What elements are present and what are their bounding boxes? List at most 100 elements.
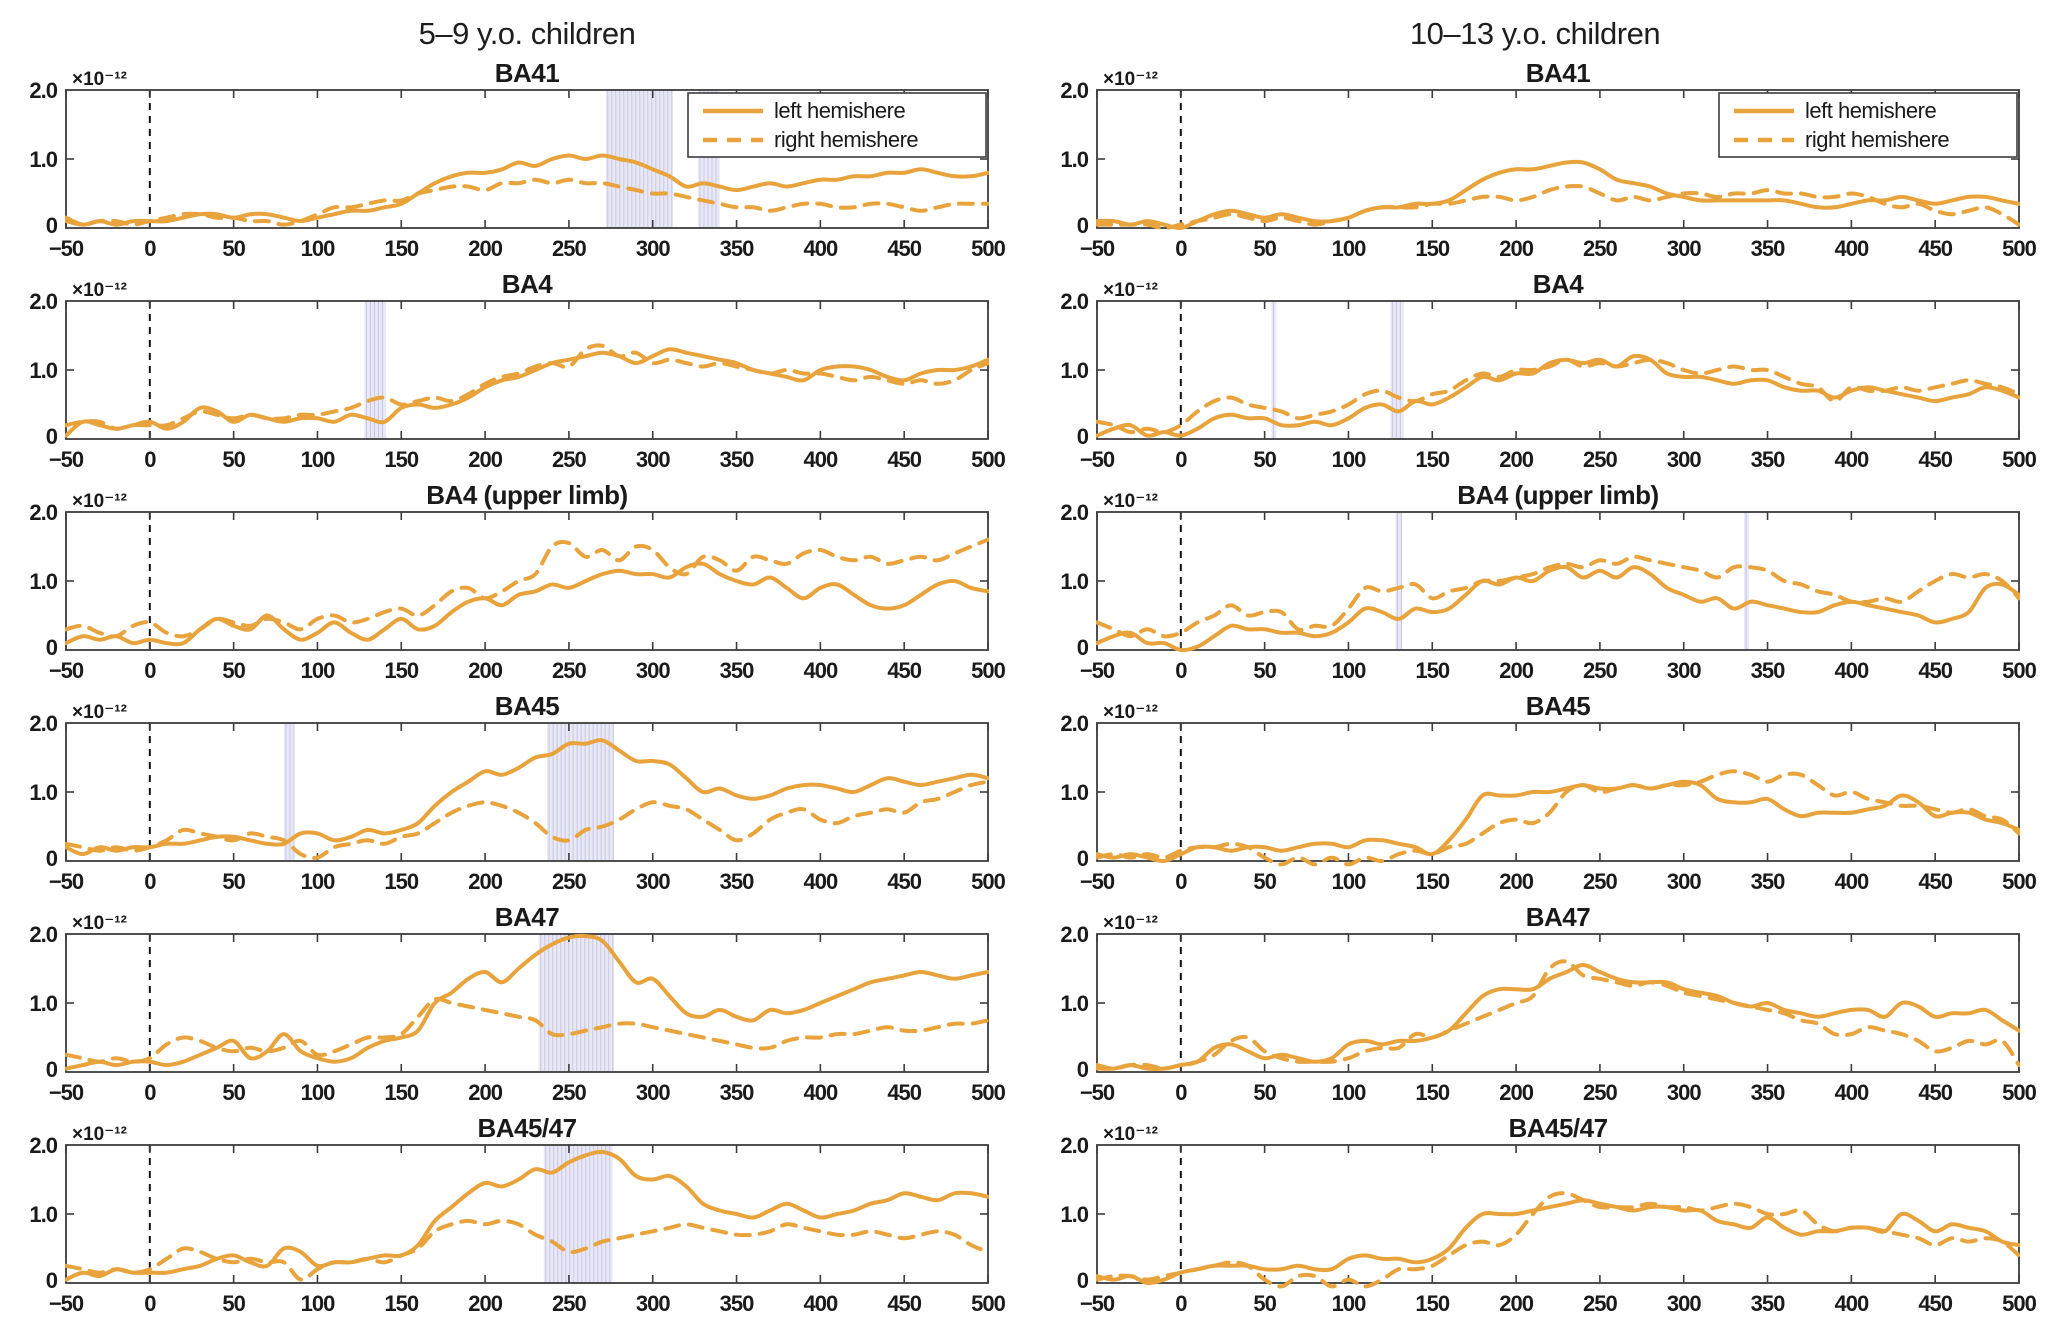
y-tick-label: 1.0 [29, 780, 57, 805]
y-tick-label: 1.0 [1060, 1202, 1088, 1227]
x-tick-label: 500 [2002, 447, 2036, 472]
x-tick-label: 150 [1415, 447, 1449, 472]
x-tick-label: 100 [1332, 447, 1366, 472]
x-tick-label: 150 [1415, 658, 1449, 683]
x-tick-label: 400 [1835, 447, 1869, 472]
x-tick-label: 150 [384, 236, 418, 261]
right-hemisphere-curve [65, 996, 989, 1064]
axis-ticks [1096, 1145, 2020, 1283]
axis-box [65, 511, 989, 651]
x-tick-label: 250 [1583, 1080, 1617, 1105]
axis-ticks [1096, 512, 2020, 650]
x-tick-label: 500 [971, 869, 1005, 894]
subplot-ba47-right: BA47 ×10⁻¹² 2.0 1.0 0 −50 0 50 100 150 200 250 300 35… [1031, 906, 2062, 1117]
x-tick-label: 400 [804, 447, 838, 472]
legend-label-right-hemisphere: right hemishere [1805, 127, 1949, 152]
x-tick-label: 500 [2002, 1080, 2036, 1105]
x-tick-label: 50 [222, 1291, 245, 1316]
x-tick-label: 0 [144, 1291, 156, 1316]
x-tick-label: 350 [1751, 869, 1785, 894]
axis-ticks [1096, 301, 2020, 439]
chart-svg: BA45×10⁻¹²2.01.00−50 0 50 100 150 200 250 300 35… [1060, 695, 2037, 894]
right-hemisphere-curve [1096, 357, 2020, 435]
axis-ticks [65, 723, 989, 861]
left-hemisphere-curve [1096, 564, 2020, 653]
x-tick-label: 450 [1918, 869, 1952, 894]
x-tick-label: 100 [301, 1080, 335, 1105]
y-tick-label: 1.0 [1060, 358, 1088, 383]
y-tick-label: 2.0 [1060, 711, 1088, 736]
axis-box [1096, 1144, 2020, 1284]
y-axis-multiplier: ×10⁻¹² [72, 491, 127, 512]
subplot-ba4-left: BA4 ×10⁻¹² 2.0 1.0 0 −50 0 50 100 150 200 250 300 350… [0, 273, 1031, 484]
subplot-grid: BA41 ×10⁻¹² 2.0 1.0 0 −50 0 50 100 150 200 250 300 35… [0, 62, 2062, 1328]
y-tick-label: 2.0 [1060, 500, 1088, 525]
y-tick-label: 0 [1077, 635, 1089, 660]
subplot-ba47-left: BA47 ×10⁻¹² 2.0 1.0 0 −50 0 50 100 150 200 250 300 35… [0, 906, 1031, 1117]
x-tick-label: 200 [468, 658, 502, 683]
x-tick-label: 300 [636, 869, 670, 894]
y-tick-label: 1.0 [29, 991, 57, 1016]
x-tick-label: 0 [144, 236, 156, 261]
y-tick-label: 1.0 [29, 358, 57, 383]
x-tick-label: 200 [1499, 447, 1533, 472]
right-hemisphere-curve [65, 779, 989, 860]
x-tick-label: 100 [301, 447, 335, 472]
chart-svg: BA45/47×10⁻¹²2.01.00−50 0 50 100 150 200 250 30… [1060, 1117, 2037, 1316]
left-hemisphere-curve [65, 738, 989, 857]
left-hemisphere-curve [1096, 962, 2020, 1071]
legend: left hemishere right hemishere [687, 92, 987, 158]
chart-svg: BA4×10⁻¹²2.01.00−50 0 50 100 150 200 250 300 350… [1060, 273, 2037, 472]
highlight-band [1395, 512, 1403, 650]
subplot-title: BA4 [502, 273, 554, 299]
x-tick-label: −50 [1080, 869, 1115, 894]
y-tick-label: 2.0 [29, 1133, 57, 1158]
highlight-band [283, 723, 294, 861]
x-tick-label: 100 [1332, 658, 1366, 683]
x-tick-label: 500 [971, 1291, 1005, 1316]
x-tick-label: 300 [1667, 1291, 1701, 1316]
x-tick-label: 50 [222, 236, 245, 261]
x-tick-label: −50 [1080, 236, 1115, 261]
x-tick-label: 450 [1918, 447, 1952, 472]
chart-svg: BA45×10⁻¹²2.01.00−50 0 50 100 150 200 250 300 35… [29, 695, 1006, 894]
x-tick-label: 150 [1415, 236, 1449, 261]
x-tick-label: −50 [1080, 1291, 1115, 1316]
x-tick-label: 0 [144, 447, 156, 472]
y-tick-label: 2.0 [29, 922, 57, 947]
y-tick-label: 2.0 [1060, 78, 1088, 103]
x-tick-label: 450 [887, 1080, 921, 1105]
highlight-band [364, 301, 387, 439]
x-tick-label: 200 [468, 1080, 502, 1105]
x-tick-label: −50 [49, 869, 84, 894]
x-tick-label: −50 [49, 658, 84, 683]
x-tick-label: 250 [1583, 1291, 1617, 1316]
x-tick-label: 350 [1751, 658, 1785, 683]
x-tick-label: 300 [636, 447, 670, 472]
x-tick-label: −50 [49, 236, 84, 261]
subplot-ba41-left: BA41 ×10⁻¹² 2.0 1.0 0 −50 0 50 100 150 200 250 300 35… [0, 62, 1031, 273]
y-tick-label: 0 [46, 213, 58, 238]
y-tick-label: 0 [46, 635, 58, 660]
highlight-regions [1271, 301, 1404, 439]
y-tick-label: 0 [1077, 1057, 1089, 1082]
x-tick-label: 450 [887, 447, 921, 472]
x-tick-label: 250 [552, 1291, 586, 1316]
y-tick-label: 0 [46, 424, 58, 449]
x-tick-label: 250 [552, 1080, 586, 1105]
y-axis-multiplier: ×10⁻¹² [1103, 702, 1158, 723]
x-tick-label: 350 [1751, 1080, 1785, 1105]
subplot-title: BA45 [1526, 695, 1591, 721]
x-tick-label: 350 [720, 869, 754, 894]
subplot-ba45-right: BA45 ×10⁻¹² 2.0 1.0 0 −50 0 50 100 150 200 250 300 35… [1031, 695, 2062, 906]
x-tick-label: 150 [384, 1080, 418, 1105]
x-tick-label: 150 [1415, 1291, 1449, 1316]
x-tick-label: 0 [1175, 447, 1187, 472]
chart-svg: BA47×10⁻¹²2.01.00−50 0 50 100 150 200 250 300 35… [1060, 906, 2037, 1105]
x-tick-label: 300 [1667, 447, 1701, 472]
y-tick-label: 1.0 [1060, 780, 1088, 805]
x-tick-label: 0 [1175, 1291, 1187, 1316]
x-tick-label: 150 [384, 447, 418, 472]
x-tick-label: 500 [971, 447, 1005, 472]
x-tick-label: 100 [301, 658, 335, 683]
